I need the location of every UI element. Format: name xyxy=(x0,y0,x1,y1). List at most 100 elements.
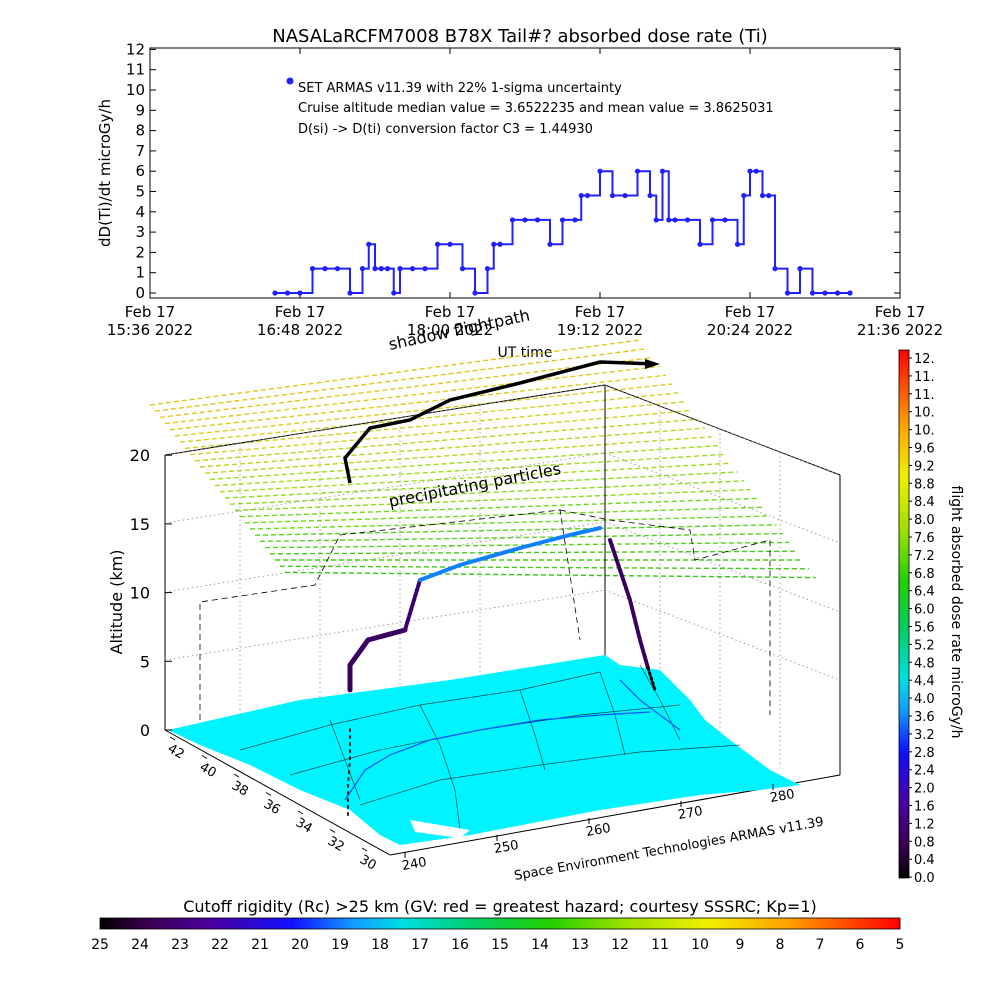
latitude-tick-group: 42 40 38 36 34 32 30 xyxy=(165,736,379,874)
precip-hatch-line xyxy=(254,524,777,536)
y-tick-label: 9 xyxy=(135,101,145,119)
dose-colorbar-tick-label: 1.2 xyxy=(914,817,935,832)
dose-point xyxy=(722,217,728,223)
x-tick-label-date: Feb 17 xyxy=(425,303,475,321)
latitude-tick-mark xyxy=(297,810,304,815)
dose-colorbar-tick-label: 11. xyxy=(914,388,935,403)
y-tick-label: 3 xyxy=(135,223,145,241)
dose-colorbar-tick-label: 3.2 xyxy=(914,728,935,743)
dose-colorbar-tick-label: 2.4 xyxy=(914,764,935,779)
dose-colorbar-tick-label: 6.8 xyxy=(914,567,935,582)
dose-point xyxy=(666,217,672,223)
latitude-tick-label: 42 xyxy=(165,741,187,762)
dose-colorbar-tick-label: 8.0 xyxy=(914,513,935,528)
dose-point xyxy=(559,217,566,223)
longitude-tick-label: 240 xyxy=(401,855,428,874)
dose-colorbar-tick-label: 8.4 xyxy=(914,495,935,510)
dose-point xyxy=(447,241,453,247)
map-rivers xyxy=(344,679,681,801)
dose-point xyxy=(584,192,591,199)
rigidity-colorbar-tick-label: 19 xyxy=(331,937,349,953)
precip-hatch-line xyxy=(224,471,738,499)
precip-hatch-line xyxy=(204,436,712,474)
dose-point xyxy=(384,266,391,272)
rigidity-colorbar-tick-label: 22 xyxy=(211,937,229,953)
dose-point xyxy=(459,266,466,272)
dose-point xyxy=(653,217,659,223)
dose-point xyxy=(284,290,291,296)
dose-point xyxy=(822,290,828,296)
precip-hatch-line xyxy=(189,409,693,456)
x-tick-label-time: 15:36 2022 xyxy=(107,321,193,339)
legend-median-mean: Cruise altitude median value = 3.6522235… xyxy=(298,101,774,116)
dose-point xyxy=(272,290,278,296)
shadow-arrow xyxy=(645,359,660,369)
dose-point xyxy=(659,168,666,174)
precip-hatch-line xyxy=(164,365,660,425)
dose-point xyxy=(597,168,603,174)
rigidity-colorbar-tick-label: 8 xyxy=(776,937,785,953)
altitude-axis-label: Altitude (km) xyxy=(107,550,126,655)
dose-point xyxy=(359,266,366,272)
dose-point xyxy=(622,192,628,199)
precip-hatch-line xyxy=(269,550,797,555)
dose-point xyxy=(422,266,428,272)
altitude-tick-label: 5 xyxy=(140,652,150,671)
dose-point xyxy=(709,217,716,223)
precip-hatch-line xyxy=(214,453,725,487)
dose-point xyxy=(797,266,803,272)
dose-point xyxy=(684,217,691,223)
altitude-tick-label: 20 xyxy=(130,446,150,465)
dose-point xyxy=(772,266,778,272)
dose-colorbar-tick-label: 2.8 xyxy=(914,746,935,761)
precip-hatch-line xyxy=(234,488,751,512)
x-tick-label-date: Feb 17 xyxy=(275,303,325,321)
rigidity-colorbar-tick-label: 10 xyxy=(691,937,709,953)
y-tick-label: 10 xyxy=(126,81,145,99)
rigidity-colorbar-tick-label: 16 xyxy=(451,937,469,953)
dose-point xyxy=(522,217,528,223)
rigidity-colorbar-ticks: 25 24 23 22 21 20 19 18 17 16 15 14 13 12 11 10 9 8 7 6 5 xyxy=(91,937,904,953)
precip-hatch-line xyxy=(219,462,732,493)
dose-point xyxy=(578,192,584,199)
latitude-tick-mark xyxy=(265,792,272,796)
dose-colorbar-tick-label: 7.2 xyxy=(914,549,935,564)
dose-colorbar-tick-label: 6.0 xyxy=(914,603,935,618)
precipitation-sheet xyxy=(149,339,816,579)
x-tick-label-date: Feb 17 xyxy=(575,303,625,321)
precip-hatch-line xyxy=(169,374,667,431)
precip-hatch-line xyxy=(184,400,686,450)
rigidity-colorbar-tick-label: 23 xyxy=(171,937,189,953)
rigidity-colorbar-tick-label: 21 xyxy=(251,937,269,953)
dose-point xyxy=(491,241,497,247)
dose-point xyxy=(484,266,491,272)
dose-colorbar-tick-label: 3.6 xyxy=(914,710,935,725)
dose-point xyxy=(847,290,853,296)
rigidity-colorbar-tick-label: 18 xyxy=(371,937,389,953)
dose-point xyxy=(784,290,791,296)
dose-point xyxy=(372,266,378,272)
dose-colorbar-tick-label: 0.4 xyxy=(914,853,935,868)
rigidity-colorbar-tick-label: 7 xyxy=(816,937,825,953)
longitude-tick-label: 250 xyxy=(493,838,520,857)
dose-colorbar-tick-label: 5.6 xyxy=(914,621,935,636)
x-tick-label-time: 21:36 2022 xyxy=(857,321,943,339)
precip-hatch-line xyxy=(279,565,810,570)
dose-point xyxy=(397,266,403,272)
latitude-tick-mark xyxy=(233,773,240,778)
ground-map xyxy=(168,655,800,845)
dose-point xyxy=(347,290,353,296)
precip-hatch-line xyxy=(229,480,745,505)
dose-point xyxy=(572,217,578,223)
plot-frame xyxy=(149,47,901,299)
dose-colorbar-tick-label: 4.0 xyxy=(914,692,935,707)
dose-colorbar-tick-label: 9.6 xyxy=(914,442,935,457)
grid-line xyxy=(604,521,841,613)
y-tick-label: 11 xyxy=(126,61,145,79)
dose-point xyxy=(322,266,328,272)
flight-track-3d xyxy=(347,526,657,816)
precip-hatch-line xyxy=(209,444,719,481)
latitude-tick-mark xyxy=(329,829,336,833)
